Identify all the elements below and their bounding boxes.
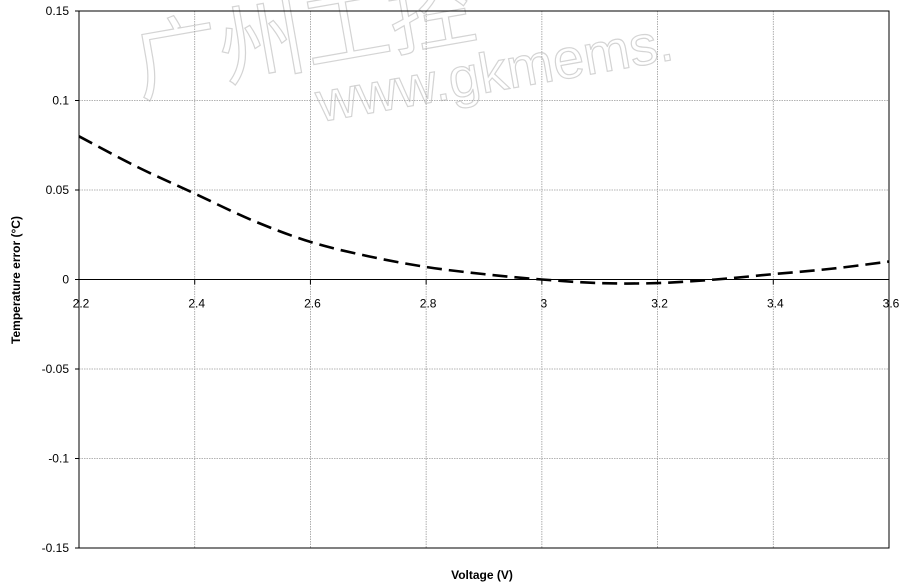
y-axis-title: Temperature error (°C) bbox=[9, 216, 23, 344]
series bbox=[78, 135, 890, 285]
y-tick-label: 0.1 bbox=[52, 94, 69, 108]
x-tick-label: 3.4 bbox=[767, 297, 784, 311]
x-tick-label: 3 bbox=[541, 297, 548, 311]
y-tick-label: -0.15 bbox=[42, 541, 70, 555]
x-tick-label: 2.8 bbox=[420, 297, 437, 311]
grid bbox=[79, 11, 889, 548]
x-tick-label: 2.6 bbox=[304, 297, 321, 311]
x-tick-label: 2.4 bbox=[188, 297, 205, 311]
y-tick-label: 0.05 bbox=[46, 183, 70, 197]
watermark: 广州工控 www.gkmems. bbox=[126, 0, 678, 135]
series-line bbox=[78, 135, 890, 285]
y-tick-label: -0.05 bbox=[42, 362, 70, 376]
y-tick-label: 0 bbox=[62, 273, 69, 287]
axes bbox=[75, 10, 890, 549]
y-tick-label: -0.1 bbox=[48, 452, 69, 466]
x-axis-title: Voltage (V) bbox=[451, 568, 513, 582]
x-tick-label: 2.2 bbox=[73, 297, 90, 311]
y-tick-label: 0.15 bbox=[46, 4, 70, 18]
tick-labels: 2.2 2.4 2.6 2.8 3 3.2 3.4 3.6 0.15 0.1 0.05 0 -0.05 -… bbox=[42, 4, 900, 555]
x-tick-label: 3.2 bbox=[651, 297, 668, 311]
x-tick-label: 3.6 bbox=[883, 297, 900, 311]
